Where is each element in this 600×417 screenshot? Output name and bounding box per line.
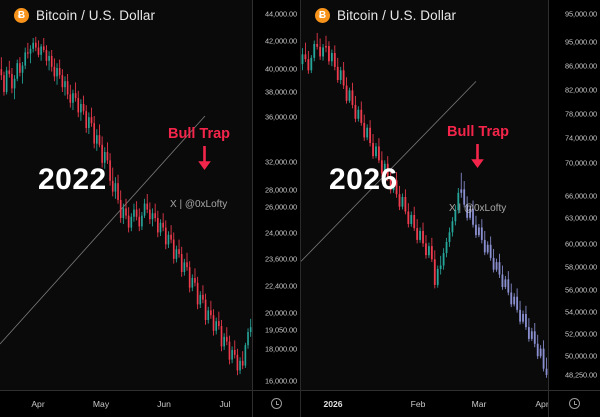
price-tick: 78,000.00 bbox=[565, 109, 597, 119]
time-tick: Apr bbox=[535, 399, 549, 409]
price-tick: 48,250.00 bbox=[565, 370, 597, 380]
time-tick: Apr bbox=[31, 399, 45, 409]
price-plot-2026[interactable] bbox=[301, 0, 548, 390]
axis-corner-2026[interactable] bbox=[548, 390, 600, 417]
price-tick: 74,000.00 bbox=[565, 133, 597, 143]
candlestick-canvas bbox=[301, 32, 548, 378]
time-tick: May bbox=[92, 399, 110, 409]
price-tick: 19,050.00 bbox=[265, 325, 297, 335]
chart-panel-2022[interactable]: Ƀ Bitcoin / U.S. Dollar 44,000.00 42,000.… bbox=[0, 0, 300, 417]
chart-panel-2026[interactable]: Ƀ Bitcoin / U.S. Dollar 95,000.00 95,000.… bbox=[300, 0, 600, 417]
price-tick: 44,000.00 bbox=[265, 9, 297, 19]
price-tick: 20,000.00 bbox=[265, 308, 297, 318]
price-tick: 32,000.00 bbox=[265, 157, 297, 167]
time-axis-2026[interactable]: 2026 Feb Mar Apr bbox=[301, 390, 600, 417]
price-tick: 23,600.00 bbox=[265, 254, 297, 264]
time-tick: Jul bbox=[219, 399, 231, 409]
price-tick: 86,000.00 bbox=[565, 61, 597, 71]
price-tick: 16,000.00 bbox=[265, 376, 297, 386]
price-tick: 95,000.00 bbox=[565, 37, 597, 47]
price-tick: 52,000.00 bbox=[565, 329, 597, 339]
price-tick: 63,000.00 bbox=[565, 213, 597, 223]
price-tick: 95,000.00 bbox=[565, 9, 597, 19]
price-tick: 28,000.00 bbox=[265, 185, 297, 195]
price-tick: 24,000.00 bbox=[265, 228, 297, 238]
price-tick: 58,000.00 bbox=[565, 262, 597, 272]
time-tick: 2026 bbox=[323, 399, 343, 409]
price-plot-2022[interactable] bbox=[0, 0, 252, 390]
price-tick: 42,000.00 bbox=[265, 36, 297, 46]
price-tick: 38,000.00 bbox=[265, 87, 297, 97]
price-axis-2022[interactable]: 44,000.00 42,000.00 40,000.00 38,000.00 36,0… bbox=[252, 0, 300, 390]
price-tick: 26,000.00 bbox=[265, 202, 297, 212]
price-tick: 50,000.00 bbox=[565, 351, 597, 361]
candlestick-canvas bbox=[0, 36, 252, 376]
clock-icon[interactable] bbox=[271, 398, 282, 409]
price-tick: 54,000.00 bbox=[565, 307, 597, 317]
time-axis-2022[interactable]: Apr May Jun Jul bbox=[0, 390, 300, 417]
price-tick: 40,000.00 bbox=[265, 64, 297, 74]
price-tick: 56,000.00 bbox=[565, 285, 597, 295]
price-tick: 70,000.00 bbox=[565, 158, 597, 168]
clock-icon[interactable] bbox=[569, 398, 580, 409]
time-tick: Jun bbox=[157, 399, 171, 409]
price-tick: 60,000.00 bbox=[565, 239, 597, 249]
time-tick: Feb bbox=[410, 399, 426, 409]
price-tick: 82,000.00 bbox=[565, 85, 597, 95]
axis-corner-2022[interactable] bbox=[252, 390, 300, 417]
price-tick: 66,000.00 bbox=[565, 191, 597, 201]
price-tick: 22,400.00 bbox=[265, 281, 297, 291]
price-tick: 36,000.00 bbox=[265, 112, 297, 122]
price-tick: 18,000.00 bbox=[265, 344, 297, 354]
price-axis-2026[interactable]: 95,000.00 95,000.00 86,000.00 82,000.00 78,0… bbox=[548, 0, 600, 401]
time-tick: Mar bbox=[471, 399, 487, 409]
